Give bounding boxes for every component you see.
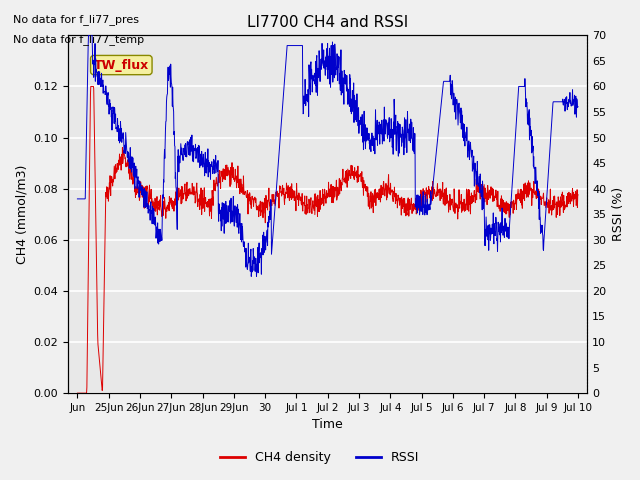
Y-axis label: RSSI (%): RSSI (%) (612, 187, 625, 241)
Title: LI7700 CH4 and RSSI: LI7700 CH4 and RSSI (247, 15, 408, 30)
Y-axis label: CH4 (mmol/m3): CH4 (mmol/m3) (15, 165, 28, 264)
Text: No data for f_li77_temp: No data for f_li77_temp (13, 34, 144, 45)
Text: TW_flux: TW_flux (93, 59, 149, 72)
X-axis label: Time: Time (312, 419, 343, 432)
Legend: CH4 density, RSSI: CH4 density, RSSI (216, 446, 424, 469)
Text: No data for f_li77_pres: No data for f_li77_pres (13, 14, 139, 25)
